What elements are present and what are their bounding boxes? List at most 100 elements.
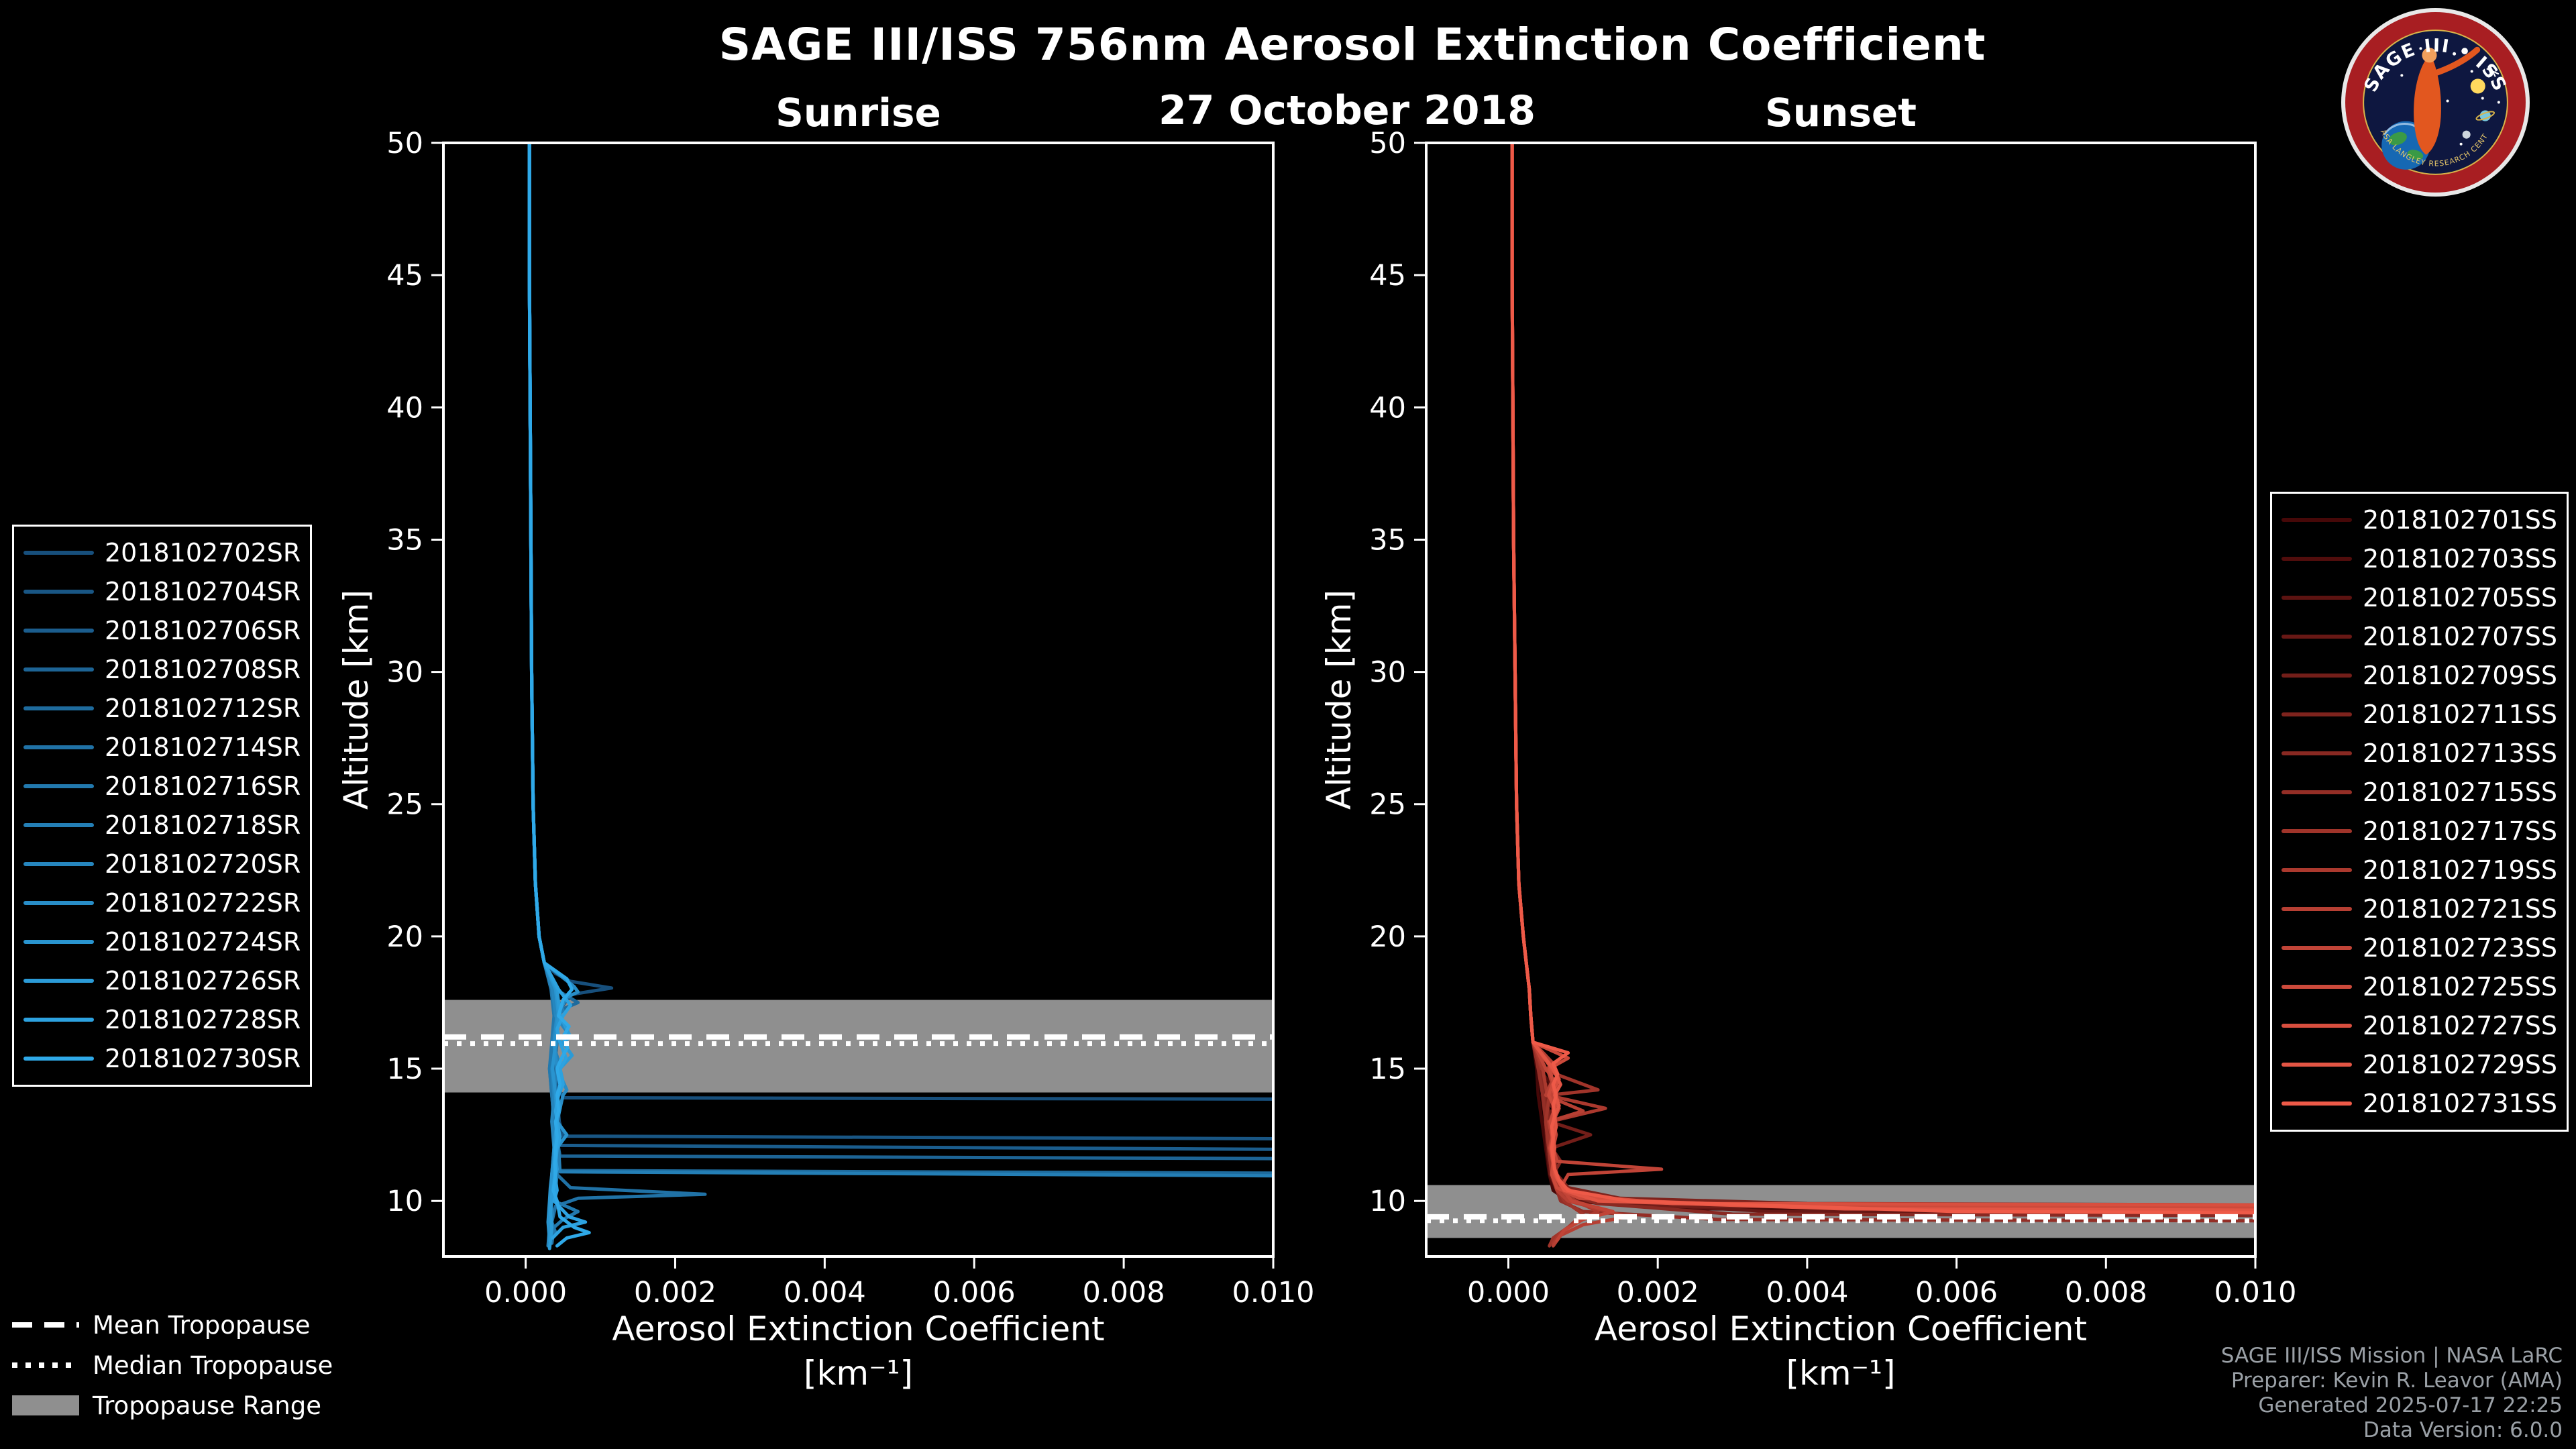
tropopause-range-band — [443, 1000, 1273, 1093]
ringed-planet-icon — [2475, 110, 2496, 121]
stars — [2400, 47, 2500, 146]
x-axis-label-line1: Aerosol Extinction Coefficient — [1594, 1309, 2088, 1348]
legend-line-sample — [2282, 829, 2352, 833]
legend-item: 2018102715SS — [2282, 773, 2557, 812]
iss-icon — [2486, 65, 2500, 77]
x-tick-label: 0.010 — [1232, 1276, 1314, 1309]
credits-mission: SAGE III/ISS Mission | NASA LaRC — [2220, 1344, 2563, 1368]
x-tick-label: 0.006 — [1915, 1276, 1998, 1309]
series-line — [1510, 143, 2255, 1210]
y-tick-label: 30 — [386, 656, 423, 690]
legend-series-label: 2018102723SS — [2363, 933, 2558, 963]
legend-item: 2018102712SR — [23, 689, 301, 728]
legend-series-label: 2018102701SS — [2363, 505, 2558, 535]
legend-line-sample — [23, 1057, 94, 1061]
legend-series-label: 2018102731SS — [2363, 1089, 2558, 1118]
legend-line-sample — [2282, 868, 2352, 872]
page-title: SAGE III/ISS 756nm Aerosol Extinction Co… — [718, 19, 1986, 70]
legend-item: 2018102706SR — [23, 611, 301, 650]
legend-item: 2018102716SR — [23, 767, 301, 806]
legend-line-sample — [23, 1018, 94, 1022]
y-axis-label-sunset: Altitude [km] — [1320, 590, 1358, 810]
legend-item: 2018102707SS — [2282, 617, 2557, 656]
y-tick-label: 35 — [1369, 523, 1406, 557]
legend-item: 2018102719SS — [2282, 851, 2557, 890]
legend-series-label: 2018102707SS — [2363, 622, 2558, 651]
x-axis-label-sunrise: Aerosol Extinction Coefficient [km⁻¹] — [443, 1307, 1273, 1395]
legend-line-sample — [23, 590, 94, 594]
legend-item: 2018102730SR — [23, 1039, 301, 1078]
legend-line-sample — [23, 862, 94, 866]
x-tick-label: 0.010 — [2214, 1276, 2296, 1309]
series-line — [1510, 143, 2255, 1207]
legend-item: 2018102728SR — [23, 1000, 301, 1039]
x-axis-label-line1: Aerosol Extinction Coefficient — [612, 1309, 1105, 1348]
legend-item: 2018102720SR — [23, 845, 301, 883]
legend-series-label: 2018102721SS — [2363, 894, 2558, 924]
tropopause-legend: Mean Tropopause Median Tropopause Tropop… — [12, 1309, 333, 1421]
legend-item: 2018102723SS — [2282, 928, 2557, 967]
legend-line-sample — [23, 629, 94, 633]
tropopause-range-legend-item: Tropopause Range — [12, 1390, 333, 1421]
legend-item: 2018102704SR — [23, 572, 301, 611]
sunrise-plot-area: 0.000 0.002 0.004 0.006 0.008 0.010 10 15 20 25 30… — [386, 127, 1314, 1309]
legend-line-sample — [2282, 790, 2352, 794]
legend-line-sample — [2282, 985, 2352, 989]
sunset-plot-area: 0.000 0.002 0.004 0.006 0.008 0.010 10 15 20 25 30… — [1369, 127, 2296, 1309]
y-axis-label-sunrise: Altitude [km] — [337, 590, 376, 810]
legend-line-sample — [23, 745, 94, 749]
y-tick-label: 35 — [386, 523, 423, 557]
legend-series-label: 2018102728SR — [105, 1005, 301, 1034]
sunset-panel-title: Sunset — [1765, 90, 1917, 136]
legend-line-sample — [23, 823, 94, 827]
mean-tropopause-label: Mean Tropopause — [93, 1310, 311, 1340]
series-line — [1510, 143, 2255, 1208]
series-line — [1510, 143, 2255, 1215]
legend-series-label: 2018102709SS — [2363, 661, 2558, 690]
legend-series-label: 2018102719SS — [2363, 855, 2558, 885]
legend-series-label: 2018102708SR — [105, 655, 301, 684]
legend-line-sample — [2282, 596, 2352, 600]
legend-item: 2018102726SR — [23, 961, 301, 1000]
legend-series-label: 2018102717SS — [2363, 816, 2558, 846]
median-tropopause-label: Median Tropopause — [93, 1350, 333, 1380]
legend-line-sample — [2282, 557, 2352, 561]
legend-item: 2018102714SR — [23, 728, 301, 767]
legend-line-sample — [23, 940, 94, 944]
legend-item: 2018102731SS — [2282, 1084, 2557, 1123]
legend-line-sample — [2282, 635, 2352, 639]
legend-item: 2018102709SS — [2282, 656, 2557, 695]
legend-series-label: 2018102713SS — [2363, 739, 2558, 768]
series-line — [1510, 143, 1664, 1242]
legend-series-label: 2018102704SR — [105, 577, 301, 606]
x-tick-label: 0.000 — [1467, 1276, 1550, 1309]
sun-icon — [2470, 78, 2485, 94]
dashed-line-sample — [12, 1322, 79, 1328]
series-line — [1510, 143, 2255, 1207]
credits-generated: Generated 2025-07-17 22:25 — [2258, 1393, 2563, 1417]
legend-item: 2018102724SR — [23, 922, 301, 961]
legend-item: 2018102717SS — [2282, 812, 2557, 851]
x-tick-label: 0.006 — [933, 1276, 1016, 1309]
legend-line-sample — [2282, 1024, 2352, 1028]
legend-line-sample — [2282, 518, 2352, 522]
moon-icon — [2462, 130, 2471, 139]
mean-tropopause-legend-item: Mean Tropopause — [12, 1309, 333, 1340]
legend-line-sample — [2282, 1063, 2352, 1067]
y-tick-label: 10 — [1369, 1185, 1406, 1218]
y-tick-label: 20 — [1369, 920, 1406, 954]
series-line — [1510, 143, 2255, 1212]
legend-line-sample — [2282, 674, 2352, 678]
sage-figure-icon — [2414, 46, 2481, 155]
figure-date: 27 October 2018 — [1159, 87, 1536, 134]
y-tick-label: 30 — [1369, 656, 1406, 690]
x-tick-label: 0.008 — [2065, 1276, 2147, 1309]
legend-series-label: 2018102714SR — [105, 733, 301, 762]
legend-item: 2018102708SR — [23, 650, 301, 689]
credits: SAGE III/ISS Mission | NASA LaRC Prepare… — [2221, 1344, 2563, 1443]
legend-item: 2018102702SR — [23, 533, 301, 572]
y-tick-label: 20 — [386, 920, 423, 954]
legend-line-sample — [23, 667, 94, 672]
legend-series-label: 2018102703SS — [2363, 544, 2558, 574]
dotted-line-sample — [12, 1362, 79, 1368]
